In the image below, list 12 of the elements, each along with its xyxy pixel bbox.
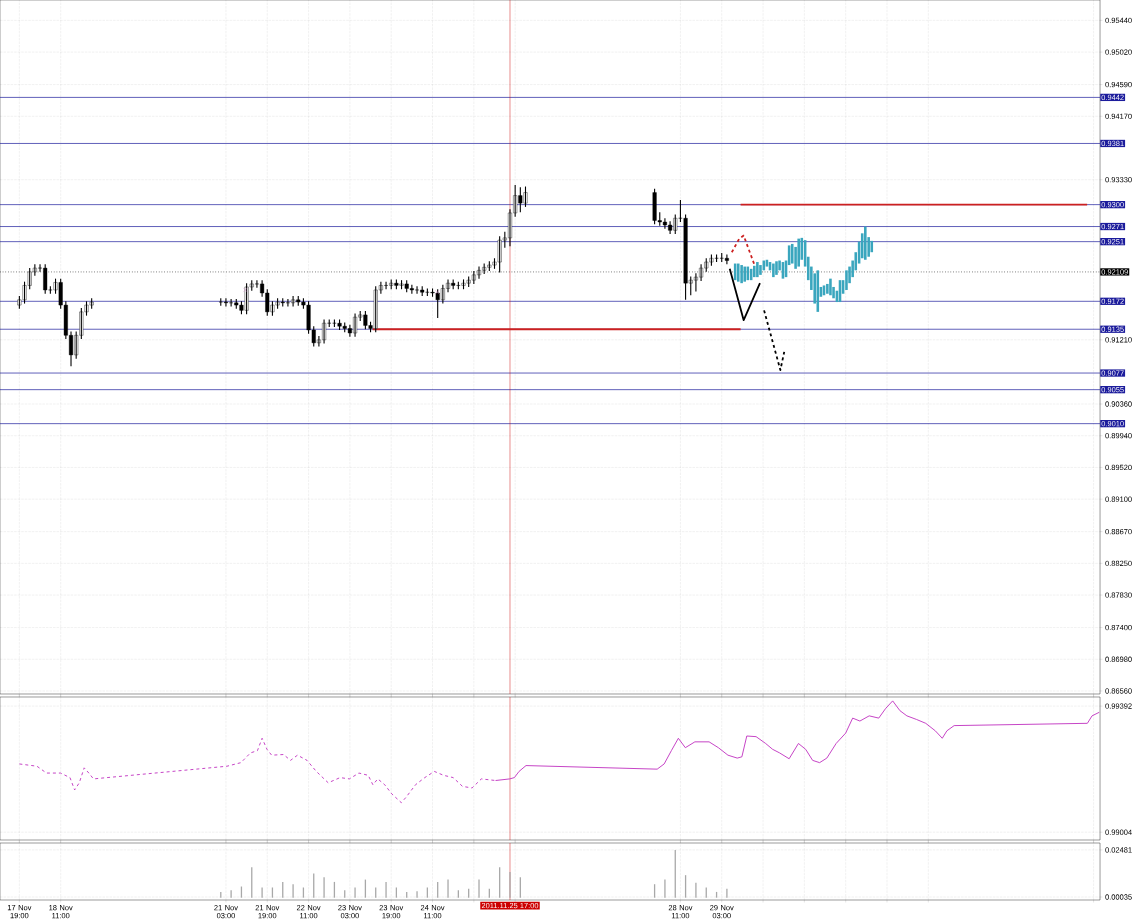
bar xyxy=(759,265,762,275)
bar xyxy=(870,240,874,253)
bar xyxy=(829,278,832,296)
bar xyxy=(756,262,759,278)
bar xyxy=(772,263,775,278)
bar xyxy=(775,261,778,275)
bar xyxy=(740,265,743,284)
bar xyxy=(797,238,800,267)
bar xyxy=(826,283,829,294)
line-series xyxy=(730,234,756,266)
bar xyxy=(845,270,848,290)
bar xyxy=(864,226,867,260)
